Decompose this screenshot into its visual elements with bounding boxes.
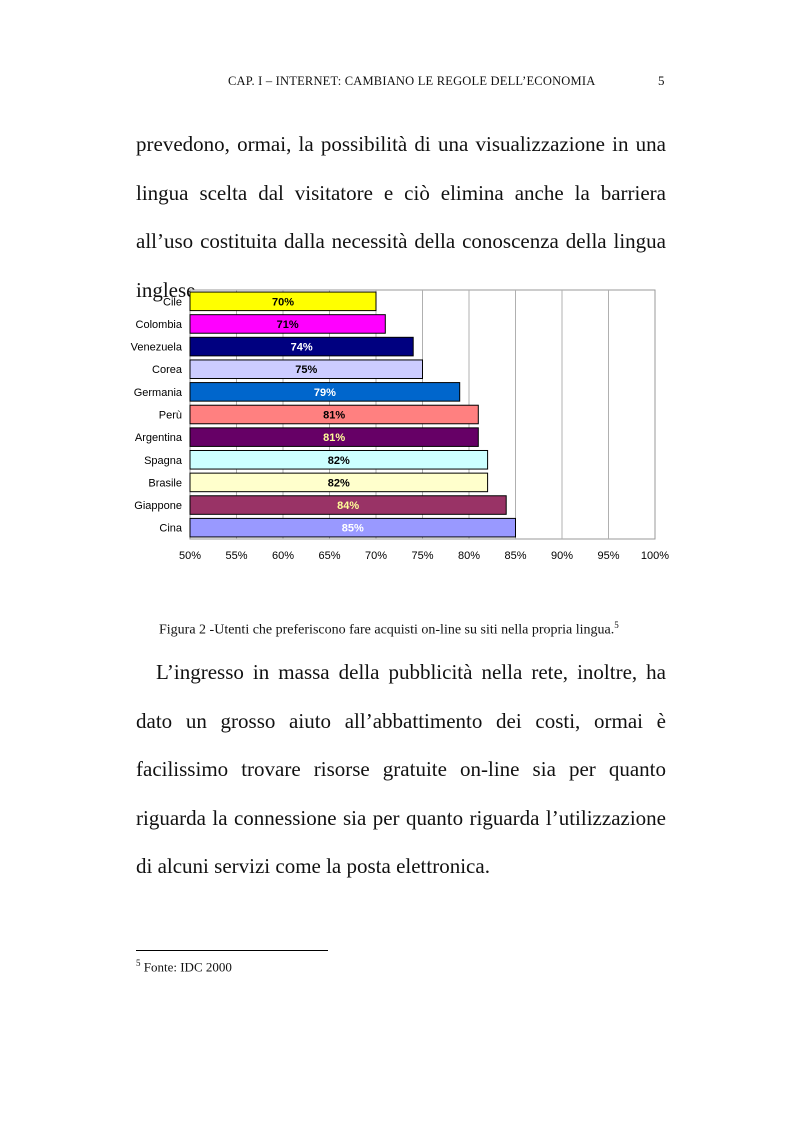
x-tick-label: 55% xyxy=(225,550,247,562)
bar-chart: 50% 55% 60% 65% 70% 75% 80% 85% 90% 95% 100% Cile 70… xyxy=(120,282,680,572)
body-paragraph: prevedono, ormai, la possibilità di una … xyxy=(136,132,666,302)
data-label: 71% xyxy=(277,319,299,331)
footnote-text: Fonte: IDC 2000 xyxy=(140,959,232,975)
category-label: Argentina xyxy=(135,432,183,444)
category-label: Perù xyxy=(159,410,182,422)
data-label: 82% xyxy=(328,477,350,489)
bar xyxy=(189,517,516,538)
data-label: 74% xyxy=(291,342,313,354)
bar xyxy=(189,336,414,357)
bar xyxy=(189,427,479,447)
category-label: Brasile xyxy=(148,477,182,489)
data-label: 79% xyxy=(314,387,336,399)
x-tick-label: 70% xyxy=(365,550,387,562)
data-label: 84% xyxy=(337,500,359,512)
data-label: 81% xyxy=(323,432,345,444)
bar xyxy=(189,359,423,380)
category-label: Germania xyxy=(134,387,183,399)
data-label: 75% xyxy=(295,364,317,376)
x-tick-label: 50% xyxy=(179,550,201,562)
category-label: Corea xyxy=(152,364,183,376)
data-label: 85% xyxy=(342,523,364,535)
bar xyxy=(189,382,461,402)
footnote: 5 Fonte: IDC 2000 xyxy=(136,958,232,975)
bar xyxy=(189,449,489,470)
category-label: Spagna xyxy=(144,455,183,467)
data-label: 70% xyxy=(272,296,294,308)
figure-caption: Figura 2 -Utenti che preferiscono fare a… xyxy=(159,620,619,639)
category-label: Cile xyxy=(163,296,182,308)
bar xyxy=(189,314,386,334)
footnote-marker: 5 xyxy=(136,958,141,968)
x-tick-label: 85% xyxy=(504,550,526,562)
x-tick-label: 95% xyxy=(597,550,619,562)
x-tick-label: 65% xyxy=(318,550,340,562)
bar xyxy=(189,404,479,425)
footnote-divider xyxy=(136,950,328,951)
caption-footnote-ref: 5 xyxy=(614,620,619,630)
bar xyxy=(189,291,377,312)
page-number: 5 xyxy=(658,73,665,88)
data-label: 82% xyxy=(328,455,350,467)
x-tick-label: 100% xyxy=(641,550,669,562)
caption-text: Figura 2 -Utenti che preferiscono fare a… xyxy=(159,622,615,638)
bar xyxy=(189,495,507,515)
category-label: Colombia xyxy=(136,319,183,331)
x-tick-label: 60% xyxy=(272,550,294,562)
bar-chart-svg: 50% 55% 60% 65% 70% 75% 80% 85% 90% 95% 100% Cile 70… xyxy=(131,289,669,562)
bar xyxy=(189,472,489,493)
body-paragraph: L’ingresso in massa della pubblicità nel… xyxy=(136,660,666,879)
category-label: Giappone xyxy=(134,500,182,512)
category-label: Cina xyxy=(159,523,183,535)
x-tick-label: 75% xyxy=(411,550,433,562)
x-tick-label: 90% xyxy=(551,550,573,562)
category-label: Venezuela xyxy=(131,342,183,354)
running-head: CAP. I – INTERNET: CAMBIANO LE REGOLE DE… xyxy=(228,74,596,88)
data-label: 81% xyxy=(323,410,345,422)
x-tick-label: 80% xyxy=(458,550,480,562)
